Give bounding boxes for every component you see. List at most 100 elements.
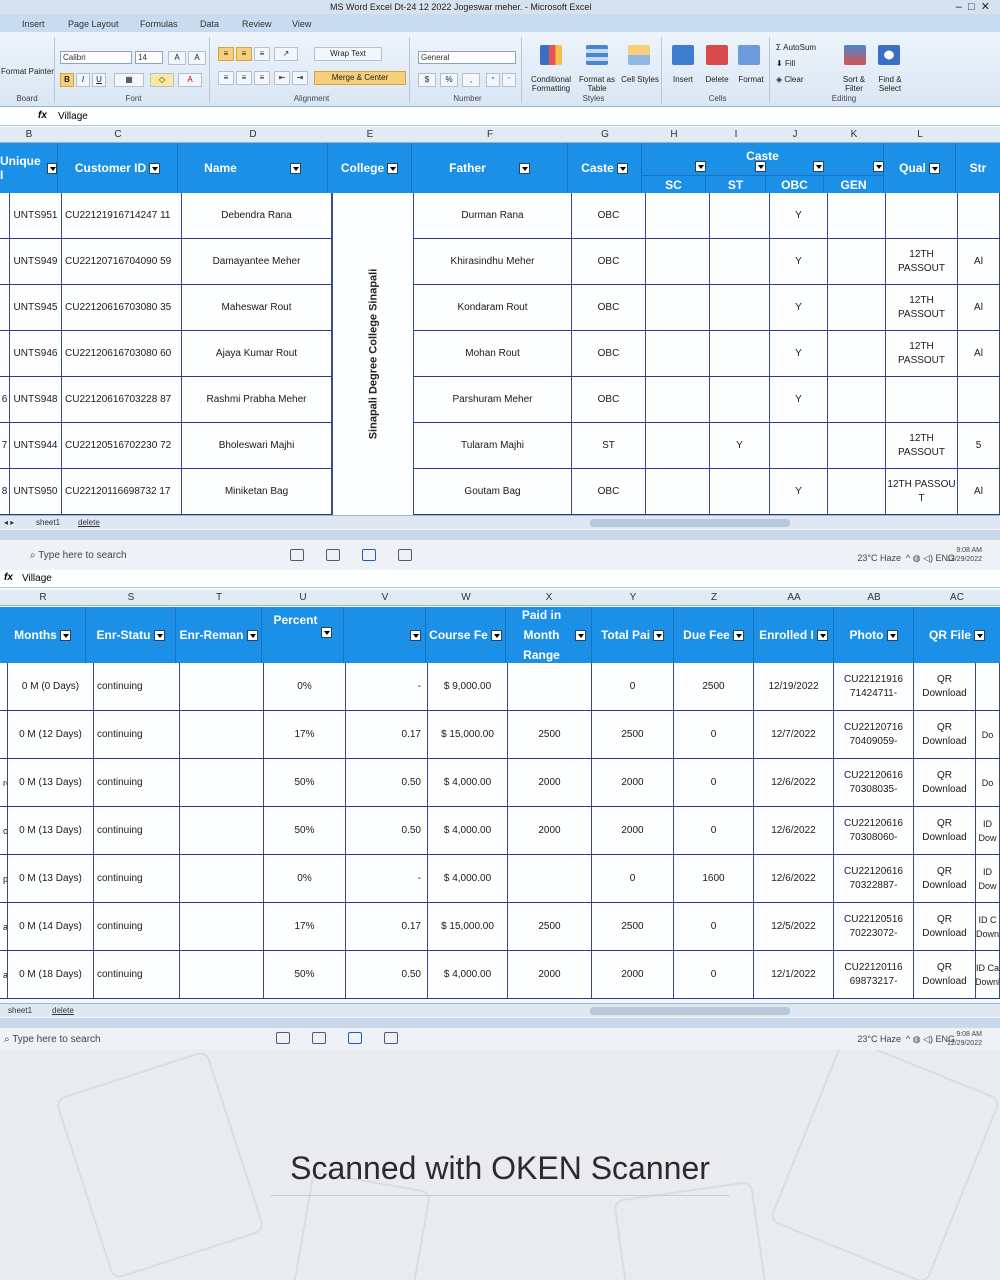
cell-str[interactable]: 5 — [958, 423, 1000, 468]
cell-name[interactable]: Rashmi Prabha Meher — [182, 377, 332, 422]
cell-caste[interactable]: OBC — [572, 239, 646, 284]
filter-dropdown-icon[interactable] — [755, 161, 766, 172]
increase-decimal-icon[interactable]: ⁺ — [486, 73, 500, 87]
cell-v[interactable]: - — [346, 855, 428, 902]
cell-status[interactable]: continuing — [94, 807, 180, 854]
cell-photo[interactable]: CU22120616 70322887- — [834, 855, 914, 902]
cell-course[interactable]: $ 9,000.00 — [428, 663, 508, 710]
cell-num[interactable] — [0, 193, 10, 238]
cell-paid-month[interactable]: 2500 — [508, 711, 592, 758]
cell-v[interactable]: 0.17 — [346, 903, 428, 950]
cell-cid[interactable]: CU22120516702230 72 — [62, 423, 182, 468]
cell-months[interactable]: 0 M (13 Days) — [8, 855, 94, 902]
sort-filter-icon[interactable] — [844, 45, 866, 65]
cell-enrolled[interactable]: 12/19/2022 — [754, 663, 834, 710]
cell-unique[interactable]: UNTS944 — [10, 423, 62, 468]
tray-weather[interactable]: 23°C Haze ^ ◍ ◁) ENG — [857, 1034, 955, 1044]
cell-percent[interactable]: 50% — [264, 759, 346, 806]
increase-indent-icon[interactable]: ⇥ — [292, 71, 308, 85]
cell-status[interactable]: continuing — [94, 855, 180, 902]
cell-edge[interactable]: ID Ca Downl — [976, 951, 1000, 998]
filter-dropdown-icon[interactable] — [153, 629, 165, 641]
cell-edge[interactable]: ID C Down — [976, 903, 1000, 950]
cell-name[interactable]: Bholeswari Majhi — [182, 423, 332, 468]
number-format-select[interactable]: General — [418, 51, 516, 64]
cell-qual[interactable]: 12TH PASSOU T — [886, 469, 958, 514]
cell-gen[interactable] — [828, 469, 886, 514]
cell-str[interactable]: Al — [958, 285, 1000, 330]
comma-button[interactable]: , — [462, 73, 480, 87]
table-row[interactable]: ore0 M (13 Days)continuing 50%0.50$ 4,000… — [0, 807, 1000, 855]
cell-st[interactable] — [710, 239, 770, 284]
sort-filter-button[interactable]: Sort & Filter — [842, 75, 866, 93]
horizontal-scrollbar[interactable] — [590, 1007, 790, 1015]
font-size-select[interactable]: 14 — [135, 51, 163, 64]
col-header-f[interactable]: F — [486, 129, 494, 140]
cell-edge[interactable]: Do — [976, 759, 1000, 806]
cell-photo[interactable]: CU22120716 70409059- — [834, 711, 914, 758]
cell-caste[interactable]: OBC — [572, 285, 646, 330]
col-header-aa[interactable]: AA — [787, 592, 801, 603]
cell-cid[interactable]: CU22120716704090 59 — [62, 239, 182, 284]
cell-father[interactable]: Parshuram Meher — [414, 377, 572, 422]
cell-qr[interactable]: QR Download — [914, 951, 976, 998]
cell-st[interactable] — [710, 331, 770, 376]
table-row[interactable]: pali0 M (13 Days)continuing 0%-$ 4,000.00… — [0, 855, 1000, 903]
merge-center-button[interactable]: Merge & Center — [314, 71, 406, 85]
tab-delete[interactable]: delete — [52, 1006, 74, 1015]
file-explorer-icon[interactable] — [312, 1032, 326, 1044]
cell-due[interactable]: 2500 — [674, 663, 754, 710]
decrease-indent-icon[interactable]: ⇤ — [274, 71, 290, 85]
cell-num[interactable] — [0, 285, 10, 330]
cell-qr[interactable]: QR Download — [914, 711, 976, 758]
filter-dropdown-icon[interactable] — [320, 627, 332, 638]
col-header-c[interactable]: C — [114, 129, 122, 140]
cell-str[interactable] — [958, 193, 1000, 238]
format-as-table-button[interactable]: Format as Table — [578, 75, 615, 93]
col-header-j[interactable]: J — [792, 129, 798, 140]
task-view-icon[interactable] — [290, 549, 304, 561]
tab-delete[interactable]: delete — [78, 518, 100, 527]
col-header-g[interactable]: G — [601, 129, 609, 140]
align-center-icon[interactable]: ≡ — [236, 71, 252, 85]
conditional-formatting-icon[interactable] — [540, 45, 562, 65]
col-header-ac[interactable]: AC — [950, 592, 964, 603]
cell-remark[interactable] — [180, 759, 264, 806]
cell-father[interactable]: Durman Rana — [414, 193, 572, 238]
cell-unique[interactable]: UNTS945 — [10, 285, 62, 330]
cell-remark[interactable] — [180, 951, 264, 998]
col-header-s[interactable]: S — [127, 592, 135, 603]
excel-taskbar-icon[interactable] — [398, 549, 412, 561]
grow-font-icon[interactable]: A — [168, 51, 186, 65]
cell-percent[interactable]: 0% — [264, 663, 346, 710]
tab-page-layout[interactable]: Page Layout — [68, 19, 119, 29]
cell-remark[interactable] — [180, 855, 264, 902]
filter-dropdown-icon[interactable] — [974, 629, 985, 641]
cell-total-paid[interactable]: 0 — [592, 663, 674, 710]
find-select-button[interactable]: Find & Select — [878, 75, 902, 93]
borders-icon[interactable]: ▦ — [114, 73, 144, 87]
table-row[interactable]: 6 UNTS948 CU22120616703228 87 Rashmi Prabha… — [0, 377, 1000, 423]
cell-obc[interactable] — [770, 423, 828, 468]
cell-name[interactable]: Debendra Rana — [182, 193, 332, 238]
cell-cid[interactable]: CU22120616703080 60 — [62, 331, 182, 376]
cell-edge[interactable]: Do — [976, 711, 1000, 758]
filter-dropdown-icon[interactable] — [653, 629, 665, 641]
cell-caste[interactable]: OBC — [572, 469, 646, 514]
decrease-decimal-icon[interactable]: ⁻ — [502, 73, 516, 87]
cell-v[interactable]: 0.50 — [346, 807, 428, 854]
cell-obc[interactable]: Y — [770, 469, 828, 514]
cell-cid[interactable]: CU22120616703080 35 — [62, 285, 182, 330]
cell-father[interactable]: Goutam Bag — [414, 469, 572, 514]
cell-percent[interactable]: 0% — [264, 855, 346, 902]
filter-dropdown-icon[interactable] — [518, 162, 530, 174]
binoculars-icon[interactable] — [878, 45, 900, 65]
cell-st[interactable] — [710, 469, 770, 514]
cell-status[interactable]: continuing — [94, 759, 180, 806]
cell-months[interactable]: 0 M (13 Days) — [8, 759, 94, 806]
cell-cid[interactable]: CU22120116698732 17 — [62, 469, 182, 514]
cell-due[interactable]: 0 — [674, 903, 754, 950]
cell-percent[interactable]: 17% — [264, 903, 346, 950]
cell-caste[interactable]: ST — [572, 423, 646, 468]
sheet-nav-icon[interactable]: ◂ ▸ — [4, 518, 15, 527]
